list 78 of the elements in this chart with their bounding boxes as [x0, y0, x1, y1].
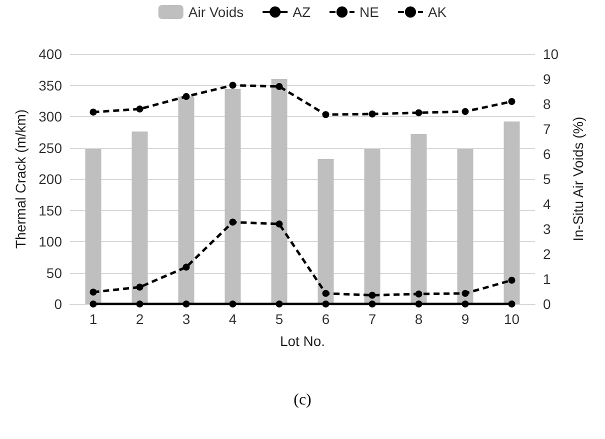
point	[508, 300, 516, 308]
point	[136, 106, 144, 112]
point	[508, 98, 516, 105]
point	[229, 218, 236, 226]
bar	[132, 132, 148, 304]
y2-tick-label: 4	[543, 196, 551, 212]
bar	[178, 96, 194, 304]
text: (c)	[294, 392, 312, 408]
y2-axis-title: In-Situ Air Voids (%)	[570, 116, 586, 242]
point	[90, 300, 97, 308]
y2-tick-label: 5	[543, 171, 551, 187]
y2-tick-label: 1	[543, 271, 551, 287]
x-tick-label: 4	[228, 311, 237, 327]
legend-label: Air Voids	[188, 4, 244, 20]
point	[462, 108, 469, 115]
y2-tick-label: 3	[543, 221, 551, 237]
legend-label: AK	[428, 4, 448, 20]
bar	[364, 149, 380, 304]
x-tick-label: 2	[136, 311, 144, 327]
y-axis-title: Thermal Crack (m/km)	[12, 109, 29, 249]
y2-tick-label: 9	[543, 71, 551, 87]
x-tick-label: 7	[368, 311, 376, 327]
point	[229, 82, 236, 89]
point	[229, 300, 236, 308]
x-tick-label: 6	[322, 311, 330, 327]
bar	[457, 149, 474, 304]
point	[508, 276, 516, 284]
y2-tick-label: 0	[543, 296, 551, 312]
y2-tick-label: 10	[543, 46, 559, 62]
y-tick-label: 100	[38, 234, 62, 250]
point	[136, 284, 144, 291]
bar	[410, 134, 427, 304]
x-axis-title: Lot No.	[280, 333, 326, 349]
y2-tick-label: 8	[543, 96, 551, 112]
point	[322, 111, 330, 118]
y-tick-label: 250	[38, 140, 62, 156]
legend-label: AZ	[292, 4, 311, 20]
bar	[85, 149, 102, 304]
point	[90, 288, 97, 296]
bar	[318, 159, 334, 304]
point	[182, 93, 190, 100]
bar	[224, 89, 241, 304]
bar	[504, 122, 520, 304]
x-tick-label: 1	[89, 311, 98, 327]
point	[415, 300, 422, 308]
point	[415, 109, 422, 116]
point	[182, 300, 190, 308]
point	[322, 290, 330, 297]
y-tick-label: 0	[54, 296, 62, 312]
point	[136, 300, 144, 308]
x-tick-label: 3	[182, 311, 190, 327]
y2-tick-label: 7	[543, 121, 551, 137]
bar	[271, 79, 288, 304]
point	[462, 290, 469, 297]
point	[276, 300, 283, 308]
y-tick-label: 400	[38, 46, 62, 62]
y-tick-label: 300	[38, 108, 62, 124]
y-tick-label: 150	[38, 202, 62, 218]
y2-tick-label: 6	[543, 146, 551, 162]
point	[276, 83, 283, 90]
x-tick-label: 10	[504, 311, 520, 327]
x-tick-label: 8	[414, 311, 423, 327]
point	[322, 300, 330, 308]
point	[90, 108, 97, 116]
point	[368, 110, 376, 118]
y-tick-label: 350	[38, 77, 62, 94]
point	[415, 290, 422, 298]
x-tick-label: 9	[461, 311, 470, 327]
y-tick-label: 50	[46, 264, 62, 281]
point	[276, 220, 283, 228]
point	[182, 264, 190, 271]
x-tick-label: 5	[275, 311, 284, 327]
legend-label: NE	[360, 4, 379, 20]
point	[368, 292, 376, 299]
point	[368, 300, 376, 308]
point	[462, 300, 469, 308]
y-tick-label: 200	[38, 171, 62, 187]
y2-tick-label: 2	[543, 246, 551, 262]
